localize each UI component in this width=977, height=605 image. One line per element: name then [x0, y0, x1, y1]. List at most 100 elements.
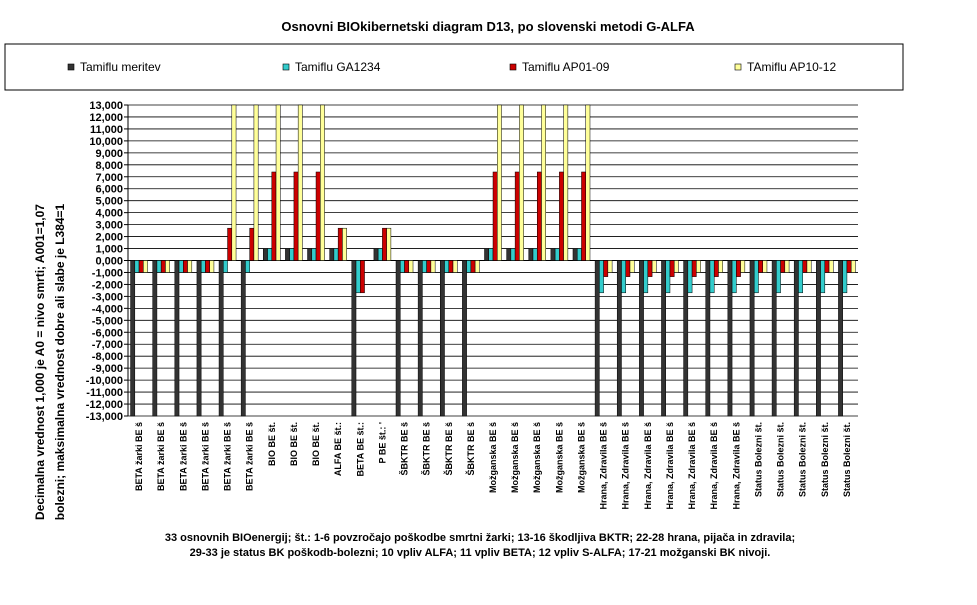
- bar: [165, 260, 170, 273]
- bar: [647, 260, 653, 277]
- bar: [138, 260, 144, 273]
- y-tick-label: 5,000: [95, 196, 123, 208]
- bar: [559, 171, 564, 261]
- bar: [263, 248, 268, 261]
- bar: [351, 260, 357, 417]
- bar: [200, 260, 206, 273]
- bar: [143, 260, 148, 273]
- bar: [183, 260, 188, 273]
- bar: [603, 260, 609, 277]
- legend-swatch: [734, 63, 742, 71]
- bar: [404, 260, 410, 273]
- bar: [669, 260, 675, 277]
- bar: [174, 260, 180, 417]
- bar: [784, 260, 790, 273]
- bar: [639, 260, 644, 417]
- x-tick-label: BETA žarki BE š: [178, 422, 188, 491]
- bar: [616, 260, 622, 417]
- bar: [758, 260, 763, 273]
- x-tick-label: Možganska BE š: [488, 422, 498, 493]
- x-tick-label: Status Bolezni št.: [753, 422, 763, 497]
- legend-label: Tamiflu AP01-09: [522, 60, 610, 74]
- bar: [713, 260, 719, 277]
- bar: [510, 248, 516, 261]
- bar: [430, 260, 436, 273]
- bar: [771, 260, 777, 417]
- bar: [417, 260, 423, 417]
- bar: [776, 260, 781, 294]
- y-tick-label: -5,000: [92, 315, 123, 327]
- bar: [727, 260, 733, 417]
- y-tick-label: 11,000: [90, 124, 123, 136]
- bar: [488, 248, 494, 261]
- bar: [536, 171, 542, 261]
- bar: [683, 260, 689, 417]
- x-tick-label: BIO BE št.: [267, 422, 277, 466]
- x-tick-label: Hrana, Zdravila BE š: [643, 422, 653, 510]
- y-tick-label: -13,000: [86, 411, 123, 423]
- x-tick-label: P BE št.: ': [377, 422, 387, 463]
- bar: [187, 260, 193, 273]
- bar: [245, 260, 250, 273]
- y-tick-label: -3,000: [92, 291, 123, 303]
- bar: [793, 260, 799, 417]
- bar: [709, 260, 715, 294]
- bar: [705, 260, 711, 417]
- bar: [687, 260, 693, 294]
- bar: [297, 104, 303, 261]
- y-tick-label: 1,000: [95, 244, 123, 256]
- bar: [223, 260, 228, 273]
- bar: [731, 260, 737, 294]
- bar: [736, 260, 741, 277]
- legend-label: TAmiflu AP10-12: [747, 60, 836, 74]
- bar: [293, 171, 299, 261]
- y-tick-label: -2,000: [92, 279, 123, 291]
- bar: [373, 248, 379, 261]
- x-tick-label: ŠBKTR BE š: [399, 422, 410, 476]
- bar: [448, 260, 454, 273]
- bar: [802, 260, 808, 273]
- bar: [267, 248, 273, 261]
- bar: [846, 260, 852, 273]
- caption: 33 osnovnih BIOenergij; št.: 1-6 povzroč…: [165, 532, 795, 544]
- y-tick-label: 4,000: [95, 208, 123, 220]
- bar: [342, 227, 347, 261]
- caption: 29-33 je status BK poškodb-bolezni; 10 v…: [190, 547, 771, 559]
- bar: [607, 260, 613, 273]
- y-tick-label: -7,000: [92, 339, 123, 351]
- y-tick-label: -11,000: [86, 387, 123, 399]
- bar: [514, 171, 520, 261]
- bar: [661, 260, 666, 417]
- bar: [554, 248, 560, 261]
- bar: [691, 260, 697, 277]
- bar: [178, 260, 184, 273]
- x-tick-label: Možganska BE š: [576, 422, 586, 493]
- bar: [651, 260, 657, 273]
- y-tick-label: 2,000: [95, 232, 123, 244]
- x-tick-label: BETA BE št.:: [355, 422, 365, 477]
- y-tick-label: -1,000: [92, 267, 123, 279]
- y-tick-label: 0,000: [95, 256, 123, 268]
- bar: [625, 260, 631, 277]
- bar: [408, 260, 414, 273]
- y-tick-label: -9,000: [92, 363, 123, 375]
- x-tick-label: Hrana, Zdravila BE š: [599, 422, 609, 510]
- x-tick-label: BETA žarki BE š: [223, 422, 233, 491]
- bar: [749, 260, 755, 417]
- x-tick-label: Hrana, Zdravila BE š: [621, 422, 631, 510]
- legend-label: Tamiflu meritev: [80, 60, 161, 74]
- bar: [205, 260, 210, 273]
- x-tick-label: Hrana, Zdravila BE š: [709, 422, 719, 510]
- bar: [249, 227, 255, 261]
- bar: [806, 260, 812, 273]
- y-axis-title: bolezni; maksimalna vrednost dobre ali s…: [53, 203, 67, 520]
- bar: [152, 260, 158, 417]
- bar: [474, 260, 480, 273]
- bar: [594, 260, 600, 417]
- bar: [585, 104, 591, 261]
- bar: [422, 260, 427, 273]
- y-tick-label: 8,000: [95, 160, 123, 172]
- x-tick-label: Možganska BE š: [554, 422, 564, 493]
- y-tick-label: 3,000: [95, 220, 123, 232]
